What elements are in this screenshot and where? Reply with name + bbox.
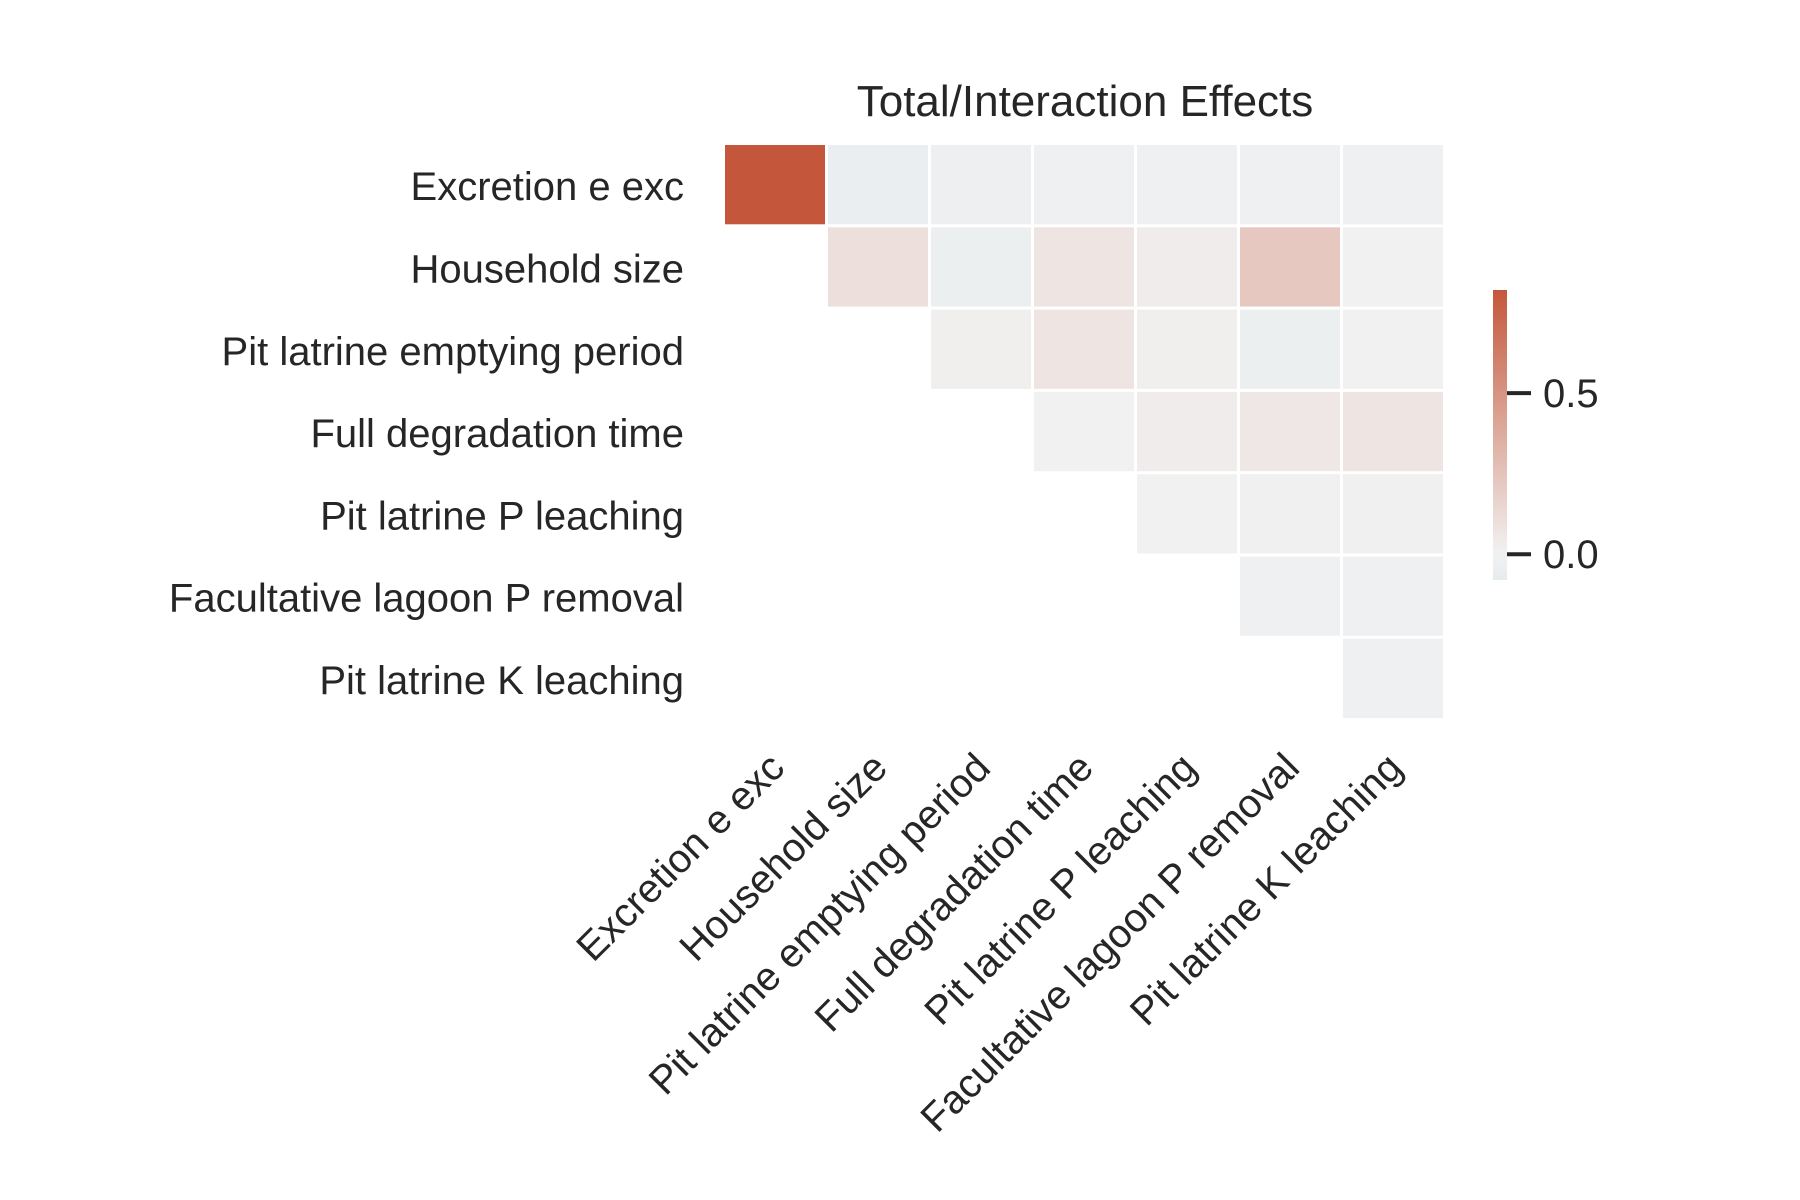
colorbar-tick-label: 0.0 [1543, 533, 1599, 577]
heatmap-cell-r0-c6 [1343, 145, 1443, 225]
heatmap-cell-r2-c5 [1240, 309, 1340, 389]
heatmap-cell-r2-c6 [1343, 309, 1443, 389]
heatmap-cell-r2-c3 [1034, 309, 1134, 389]
column-label: Facultative lagoon P removal [913, 745, 1308, 1140]
heatmap-cell-r0-c4 [1137, 145, 1237, 225]
heatmap-cell-r4-c6 [1343, 474, 1443, 554]
heatmap-cell-r4-c4 [1137, 474, 1237, 554]
heatmap-cell-r1-c5 [1240, 227, 1340, 307]
row-label: Full degradation time [310, 412, 684, 456]
colorbar-tick-label: 0.5 [1543, 372, 1599, 416]
row-label: Pit latrine K leaching [319, 659, 684, 703]
colorbar: 0.0 0.5 [1493, 290, 1599, 580]
heatmap-cell-r2-c2 [931, 309, 1031, 389]
heatmap-cell-r1-c4 [1137, 227, 1237, 307]
heatmap-cell-r0-c3 [1034, 145, 1134, 225]
heatmap-cell-r6-c6 [1343, 638, 1443, 719]
heatmap-cell-r3-c3 [1034, 391, 1134, 472]
heatmap-cell-r1-c1 [828, 227, 928, 307]
heatmap-cell-r1-c2 [931, 227, 1031, 307]
heatmap-cell-r0-c0 [725, 145, 825, 225]
heatmap-cell-r5-c5 [1240, 556, 1340, 636]
heatmap-cell-r4-c5 [1240, 474, 1340, 554]
heatmap-cell-r3-c5 [1240, 391, 1340, 472]
row-label: Household size [411, 247, 685, 291]
heatmap-cell-r5-c6 [1343, 556, 1443, 636]
colorbar-gradient [1493, 290, 1507, 580]
heatmap-cell-r3-c4 [1137, 391, 1237, 472]
heatmap-cell-r3-c6 [1343, 391, 1443, 472]
row-labels: Excretion e exc Household size Pit latrine… [169, 165, 684, 703]
row-label: Pit latrine P leaching [320, 494, 684, 538]
heatmap-cell-r0-c1 [828, 145, 928, 225]
heatmap-cell-r0-c5 [1240, 145, 1340, 225]
heatmap-cells [725, 145, 1443, 719]
chart-title: Total/Interaction Effects [857, 77, 1314, 126]
heatmap-cell-r1-c3 [1034, 227, 1134, 307]
heatmap-cell-r1-c6 [1343, 227, 1443, 307]
heatmap-cell-r2-c4 [1137, 309, 1237, 389]
row-label: Pit latrine emptying period [222, 330, 684, 374]
heatmap-cell-r0-c2 [931, 145, 1031, 225]
row-label: Facultative lagoon P removal [169, 577, 684, 621]
row-label: Excretion e exc [411, 165, 684, 209]
